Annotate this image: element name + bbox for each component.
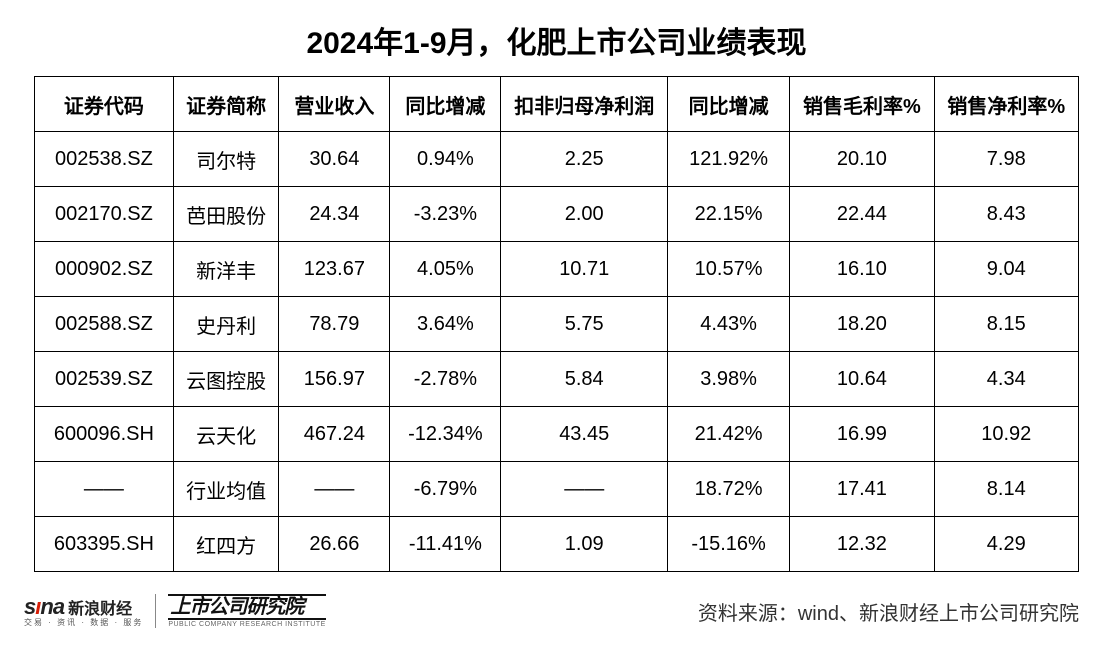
table-row: 002588.SZ史丹利78.793.64%5.754.43%18.208.15 [35, 297, 1079, 352]
logo-divider [155, 594, 156, 628]
cell: 1.09 [501, 517, 668, 572]
cell: 600096.SH [35, 407, 174, 462]
cell: 156.97 [279, 352, 390, 407]
table-row: ——行业均值——-6.79%——18.72%17.418.14 [35, 462, 1079, 517]
cell: 123.67 [279, 242, 390, 297]
cell: 22.44 [790, 187, 934, 242]
cell: 18.20 [790, 297, 934, 352]
table-row: 600096.SH云天化467.24-12.34%43.4521.42%16.9… [35, 407, 1079, 462]
sina-logo-latin: sına [24, 596, 64, 618]
table-body: 002538.SZ司尔特30.640.94%2.25121.92%20.107.… [35, 132, 1079, 572]
cell: 10.71 [501, 242, 668, 297]
cell: -2.78% [390, 352, 501, 407]
cell: 603395.SH [35, 517, 174, 572]
cell: 司尔特 [173, 132, 279, 187]
table-container: 证券代码 证券简称 营业收入 同比增减 扣非归母净利润 同比增减 销售毛利率% … [0, 76, 1113, 572]
cell: 8.43 [934, 187, 1078, 242]
cell: 002170.SZ [35, 187, 174, 242]
cell: 43.45 [501, 407, 668, 462]
cell: 芭田股份 [173, 187, 279, 242]
cell: 121.92% [668, 132, 790, 187]
cell: -3.23% [390, 187, 501, 242]
cell: 5.84 [501, 352, 668, 407]
cell: 4.05% [390, 242, 501, 297]
sina-logo: sına 新浪财经 交易 · 资讯 · 数据 · 服务 [24, 596, 143, 627]
table-row: 603395.SH红四方26.66-11.41%1.09-15.16%12.32… [35, 517, 1079, 572]
cell: 467.24 [279, 407, 390, 462]
source-text: 资料来源：wind、新浪财经上市公司研究院 [698, 597, 1079, 626]
cell: -11.41% [390, 517, 501, 572]
cell: 3.64% [390, 297, 501, 352]
cell: 2.00 [501, 187, 668, 242]
cell: 21.42% [668, 407, 790, 462]
table-row: 002538.SZ司尔特30.640.94%2.25121.92%20.107.… [35, 132, 1079, 187]
cell: 史丹利 [173, 297, 279, 352]
cell: 26.66 [279, 517, 390, 572]
cell: 10.92 [934, 407, 1078, 462]
cell: 000902.SZ [35, 242, 174, 297]
sina-logo-sub: 交易 · 资讯 · 数据 · 服务 [24, 619, 143, 627]
cell: -12.34% [390, 407, 501, 462]
cell: 24.34 [279, 187, 390, 242]
cell: 10.64 [790, 352, 934, 407]
col-header: 营业收入 [279, 77, 390, 132]
institute-logo-cn: 上市公司研究院 [168, 594, 325, 620]
cell: 17.41 [790, 462, 934, 517]
cell: 2.25 [501, 132, 668, 187]
cell: 12.32 [790, 517, 934, 572]
col-header: 扣非归母净利润 [501, 77, 668, 132]
col-header: 同比增减 [668, 77, 790, 132]
cell: 16.99 [790, 407, 934, 462]
cell: 002539.SZ [35, 352, 174, 407]
cell: 7.98 [934, 132, 1078, 187]
cell: 0.94% [390, 132, 501, 187]
cell: -15.16% [668, 517, 790, 572]
cell: 云图控股 [173, 352, 279, 407]
col-header: 证券简称 [173, 77, 279, 132]
cell: 4.29 [934, 517, 1078, 572]
table-row: 002539.SZ云图控股156.97-2.78%5.843.98%10.644… [35, 352, 1079, 407]
cell: 22.15% [668, 187, 790, 242]
table-row: 002170.SZ芭田股份24.34-3.23%2.0022.15%22.448… [35, 187, 1079, 242]
cell: 新洋丰 [173, 242, 279, 297]
cell: 4.43% [668, 297, 790, 352]
footer: sına 新浪财经 交易 · 资讯 · 数据 · 服务 上市公司研究院 PUBL… [0, 586, 1113, 636]
cell: 002538.SZ [35, 132, 174, 187]
cell: 20.10 [790, 132, 934, 187]
cell: —— [35, 462, 174, 517]
cell: 9.04 [934, 242, 1078, 297]
cell: 4.34 [934, 352, 1078, 407]
cell: 红四方 [173, 517, 279, 572]
col-header: 销售净利率% [934, 77, 1078, 132]
cell: 行业均值 [173, 462, 279, 517]
page-title: 2024年1-9月，化肥上市公司业绩表现 [0, 0, 1113, 76]
table-row: 000902.SZ新洋丰123.674.05%10.7110.57%16.109… [35, 242, 1079, 297]
cell: -6.79% [390, 462, 501, 517]
table-header-row: 证券代码 证券简称 营业收入 同比增减 扣非归母净利润 同比增减 销售毛利率% … [35, 77, 1079, 132]
institute-logo: 上市公司研究院 PUBLIC COMPANY RESEARCH INSTITUT… [168, 594, 325, 628]
sina-logo-cn: 新浪财经 [68, 602, 132, 618]
cell: 3.98% [668, 352, 790, 407]
cell: 8.15 [934, 297, 1078, 352]
cell: 16.10 [790, 242, 934, 297]
cell: 云天化 [173, 407, 279, 462]
performance-table: 证券代码 证券简称 营业收入 同比增减 扣非归母净利润 同比增减 销售毛利率% … [34, 76, 1079, 572]
institute-logo-en: PUBLIC COMPANY RESEARCH INSTITUTE [168, 621, 325, 628]
col-header: 证券代码 [35, 77, 174, 132]
cell: —— [279, 462, 390, 517]
logo-group: sına 新浪财经 交易 · 资讯 · 数据 · 服务 上市公司研究院 PUBL… [24, 594, 326, 628]
cell: 30.64 [279, 132, 390, 187]
cell: 8.14 [934, 462, 1078, 517]
cell: 5.75 [501, 297, 668, 352]
col-header: 同比增减 [390, 77, 501, 132]
cell: —— [501, 462, 668, 517]
cell: 002588.SZ [35, 297, 174, 352]
cell: 78.79 [279, 297, 390, 352]
col-header: 销售毛利率% [790, 77, 934, 132]
cell: 10.57% [668, 242, 790, 297]
cell: 18.72% [668, 462, 790, 517]
